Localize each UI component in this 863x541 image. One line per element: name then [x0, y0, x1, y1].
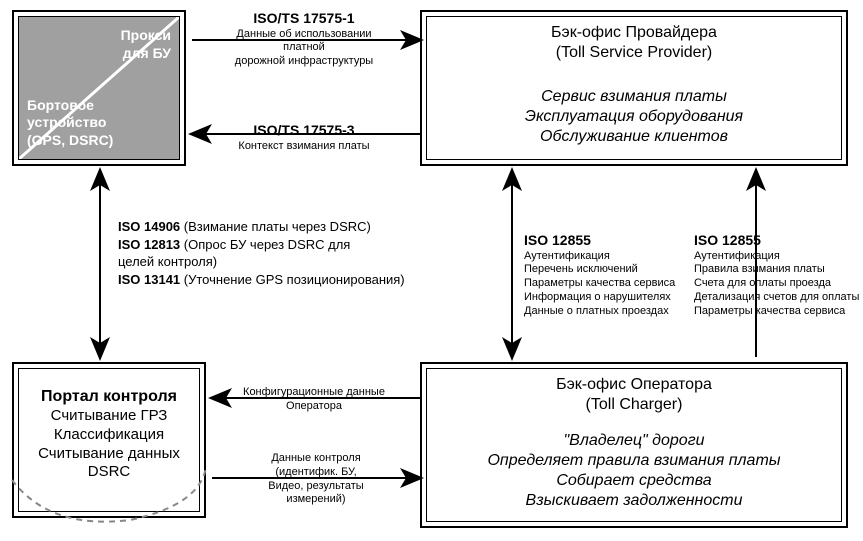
- provider-body: Сервис взимания платы Эксплуатация обору…: [427, 87, 841, 147]
- mid-right-s2: Правила взимания платы: [694, 263, 863, 277]
- top-down-s1: Контекст взимания платы: [196, 140, 412, 154]
- iso-14906: ISO 14906 (Взимание платы через DSRC): [118, 218, 418, 236]
- obu-inner: Прокси для БУ Бортовое устройство (GPS, …: [18, 16, 180, 160]
- edge-label-left-iso: ISO 14906 (Взимание платы через DSRC) IS…: [118, 218, 418, 288]
- mid-left-s3: Параметры качества сервиса: [524, 277, 689, 291]
- node-obu: Прокси для БУ Бортовое устройство (GPS, …: [12, 10, 186, 166]
- edge-label-top-up: ISO/TS 17575-1 Данные об использовании п…: [196, 10, 412, 69]
- operator-l1: "Владелец" дороги: [427, 431, 841, 451]
- obu-bot-2: устройство: [27, 114, 113, 132]
- edge-label-mid-left: ISO 12855 Аутентификация Перечень исключ…: [524, 232, 689, 318]
- mid-right-s3: Счета для оплаты проезда: [694, 277, 863, 291]
- top-up-s1: Данные об использовании: [196, 28, 412, 42]
- mid-right-title: ISO 12855: [694, 232, 863, 250]
- operator-l2: Определяет правила взимания платы: [427, 451, 841, 471]
- edge-label-top-down: ISO/TS 17575-3 Контекст взимания платы: [196, 122, 412, 153]
- obu-top-label: Прокси для БУ: [121, 27, 171, 62]
- portal-title: Портал контроля: [19, 387, 199, 407]
- operator-l3: Собирает средства: [427, 471, 841, 491]
- ctrl-s1: Данные контроля: [242, 452, 390, 466]
- operator-title-1: Бэк-офис Оператора: [427, 375, 841, 395]
- edge-label-ctrl: Данные контроля (идентифик. БУ, Видео, р…: [242, 452, 390, 507]
- obu-bot-3: (GPS, DSRC): [27, 132, 113, 150]
- provider-l1: Сервис взимания платы: [427, 87, 841, 107]
- mid-left-title: ISO 12855: [524, 232, 689, 250]
- iso-12813-b: целей контроля): [118, 253, 418, 271]
- top-down-title: ISO/TS 17575-3: [196, 122, 412, 140]
- provider-l2: Эксплуатация оборудования: [427, 107, 841, 127]
- obu-top-2: для БУ: [121, 45, 171, 63]
- top-up-title: ISO/TS 17575-1: [196, 10, 412, 28]
- provider-l3: Обслуживание клиентов: [427, 127, 841, 147]
- operator-title-2: (Toll Charger): [427, 395, 841, 415]
- obu-top-1: Прокси: [121, 27, 171, 45]
- operator-title: Бэк-офис Оператора (Toll Charger): [427, 375, 841, 415]
- top-up-s3: дорожной инфраструктуры: [196, 55, 412, 69]
- iso-12813-a: ISO 12813 (Опрос БУ через DSRC для: [118, 236, 418, 254]
- node-provider: Бэк-офис Провайдера (Toll Service Provid…: [420, 10, 848, 166]
- node-portal: Портал контроля Считывание ГРЗ Классифик…: [12, 362, 206, 518]
- mid-left-s2: Перечень исключений: [524, 263, 689, 277]
- ctrl-s4: измерений): [242, 493, 390, 507]
- operator-l4: Взыскивает задолженности: [427, 491, 841, 511]
- mid-left-s1: Аутентификация: [524, 250, 689, 264]
- mid-right-s4: Детализация счетов для оплаты: [694, 291, 863, 305]
- provider-title-1: Бэк-офис Провайдера: [427, 23, 841, 43]
- mid-right-s1: Аутентификация: [694, 250, 863, 264]
- operator-body: "Владелец" дороги Определяет правила взи…: [427, 431, 841, 511]
- iso-13141: ISO 13141 (Уточнение GPS позиционировани…: [118, 271, 418, 289]
- cfg-s1: Конфигурационные данные: [228, 386, 400, 400]
- operator-inner: Бэк-офис Оператора (Toll Charger) "Владе…: [426, 368, 842, 522]
- portal-content: Портал контроля Считывание ГРЗ Классифик…: [19, 387, 199, 482]
- obu-bottom-label: Бортовое устройство (GPS, DSRC): [27, 97, 113, 150]
- portal-inner: Портал контроля Считывание ГРЗ Классифик…: [18, 368, 200, 512]
- mid-left-s5: Данные о платных проездах: [524, 305, 689, 319]
- provider-inner: Бэк-офис Провайдера (Toll Service Provid…: [426, 16, 842, 160]
- edge-label-cfg: Конфигурационные данные Оператора: [228, 386, 400, 414]
- node-operator: Бэк-офис Оператора (Toll Charger) "Владе…: [420, 362, 848, 528]
- mid-right-s5: Параметры качества сервиса: [694, 305, 863, 319]
- portal-l3: Считывание данных: [19, 445, 199, 464]
- cfg-s2: Оператора: [228, 400, 400, 414]
- obu-bot-1: Бортовое: [27, 97, 113, 115]
- provider-title-2: (Toll Service Provider): [427, 43, 841, 63]
- portal-l2: Классификация: [19, 426, 199, 445]
- portal-l1: Считывание ГРЗ: [19, 407, 199, 426]
- edge-label-mid-right: ISO 12855 Аутентификация Правила взимани…: [694, 232, 863, 318]
- provider-title: Бэк-офис Провайдера (Toll Service Provid…: [427, 23, 841, 63]
- ctrl-s3: Видео, результаты: [242, 480, 390, 494]
- portal-l4: DSRC: [19, 463, 199, 482]
- top-up-s2: платной: [196, 41, 412, 55]
- mid-left-s4: Информация о нарушителях: [524, 291, 689, 305]
- ctrl-s2: (идентифик. БУ,: [242, 466, 390, 480]
